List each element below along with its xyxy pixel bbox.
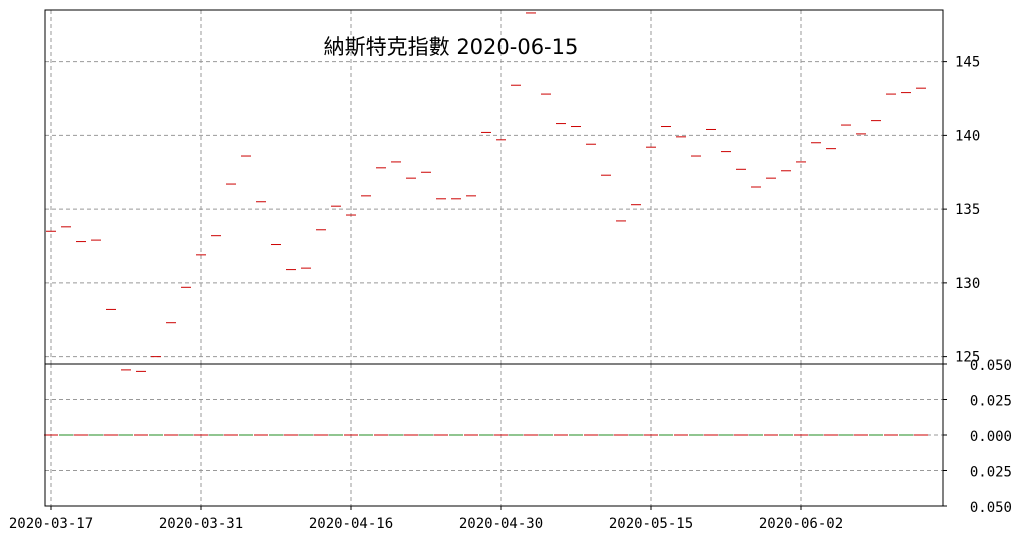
price-y-tick-label: 135 (955, 202, 980, 218)
volume-y-tick-label: 0.050 (970, 500, 1012, 516)
x-axis-labels: 2020-03-17 2020-03-31 2020-04-16 2020-04-30… (9, 506, 843, 532)
price-panel-grid (45, 10, 943, 364)
price-y-tick-label: 130 (955, 276, 980, 292)
chart-title: 納斯特克指數 2020-06-15 (324, 35, 579, 59)
x-tick-label: 2020-04-16 (309, 516, 393, 532)
volume-y-tick-label: 0.000 (970, 429, 1012, 445)
volume-y-axis-labels: 0.050 0.025 0.000 0.025 0.050 (943, 358, 1012, 516)
volume-y-tick-label: 0.050 (970, 358, 1012, 374)
price-panel-frame (44, 9, 944, 365)
price-y-axis-labels: 125 130 135 140 145 (943, 55, 980, 366)
price-y-tick-label: 125 (955, 350, 980, 366)
x-tick-label: 2020-04-30 (459, 516, 543, 532)
volume-y-tick-label: 0.025 (970, 394, 1012, 410)
x-tick-label: 2020-05-15 (609, 516, 693, 532)
price-y-tick-label: 140 (955, 128, 980, 144)
volume-y-tick-label: 0.025 (970, 465, 1012, 481)
x-tick-label: 2020-03-17 (9, 516, 93, 532)
x-tick-label: 2020-03-31 (159, 516, 243, 532)
price-y-tick-label: 145 (955, 55, 980, 71)
price-candles (46, 12, 926, 372)
x-tick-label: 2020-06-02 (759, 516, 843, 532)
